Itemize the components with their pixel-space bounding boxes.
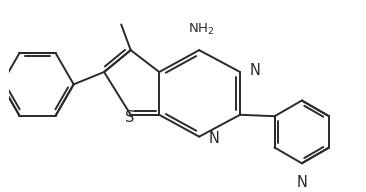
Text: S: S: [125, 110, 134, 125]
Text: N: N: [296, 175, 307, 190]
Text: N: N: [250, 63, 261, 78]
Text: N: N: [209, 131, 220, 146]
Text: NH$_2$: NH$_2$: [188, 22, 214, 37]
